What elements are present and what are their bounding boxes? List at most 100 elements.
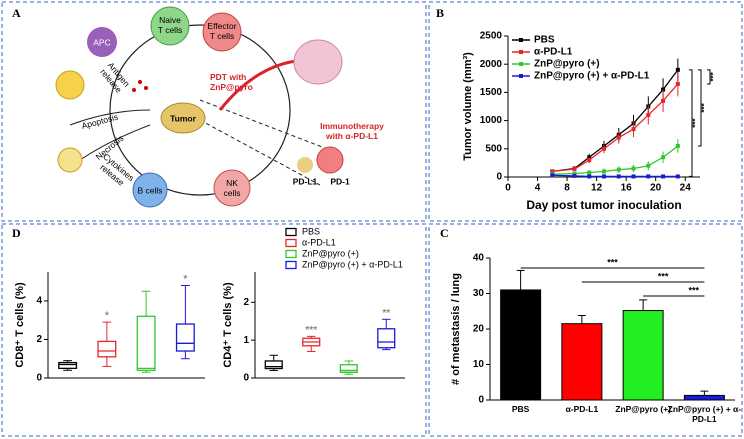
box — [58, 361, 78, 370]
line — [552, 83, 679, 173]
annotation: *** — [305, 325, 317, 336]
marker — [631, 166, 636, 171]
annotation: ** — [382, 308, 390, 319]
label-line: NK — [226, 178, 238, 188]
box — [136, 315, 156, 371]
y-axis-label: CD8⁺ T cells (%) — [14, 282, 26, 368]
antigen-dot — [132, 88, 136, 92]
legend-swatch — [285, 249, 297, 259]
arrow — [69, 109, 151, 126]
box — [264, 360, 283, 370]
box — [97, 340, 117, 358]
label: NK cells — [223, 178, 240, 198]
annotation: *** — [691, 118, 700, 128]
x-tick-label: 12 — [591, 183, 603, 194]
panel-label: B — [436, 6, 444, 20]
y-axis-label: CD4⁺ T cells (%) — [222, 282, 234, 368]
y-tick-label: 30 — [473, 288, 485, 299]
marker — [646, 163, 651, 168]
bracket — [698, 69, 702, 147]
y-tick-label: 1500 — [480, 87, 503, 98]
tumor-mass — [160, 102, 206, 134]
label-line: ZnP@pyro — [210, 82, 253, 92]
label-line: cells — [223, 188, 240, 198]
marker — [616, 135, 621, 140]
label: Immunotherapy with α-PD-L1 — [320, 121, 384, 141]
y-axis-label: Tumor volume (mm³) — [462, 52, 474, 161]
label: Apoptosis — [80, 112, 119, 131]
panel-border — [1, 1, 427, 222]
link — [199, 119, 321, 186]
bar — [561, 323, 603, 401]
antigen-dot — [144, 86, 148, 90]
y-tick-label: 40 — [473, 253, 485, 264]
link — [199, 99, 331, 151]
label: Antigenrelease — [98, 60, 132, 95]
label-line: Immunotherapy — [320, 121, 384, 131]
antigen-dot — [138, 80, 142, 84]
annotation: *** — [658, 271, 669, 281]
y-tick-label: 2500 — [480, 31, 503, 42]
annotation: *** — [688, 285, 699, 295]
effector-cell — [202, 12, 242, 52]
legend-label: PBS — [302, 226, 320, 236]
annotation: *** — [607, 257, 618, 267]
legend-marker — [519, 38, 523, 42]
x-tick-label: 24 — [680, 183, 692, 194]
bar — [683, 394, 725, 401]
x-tick-label: PBS — [511, 404, 530, 414]
legend-swatch — [285, 260, 297, 270]
legend-marker — [519, 74, 523, 78]
label-line: PDT with — [210, 72, 246, 82]
marker — [675, 143, 680, 148]
y-tick-label: 4 — [36, 296, 42, 307]
legend-swatch — [285, 238, 297, 248]
annotation: *** — [700, 102, 709, 112]
x-tick-label: α-PD-L1 — [565, 404, 599, 414]
label: APC — [93, 37, 110, 47]
panel-border — [1, 223, 427, 437]
box — [377, 328, 396, 349]
y-tick-label: 0 — [36, 373, 42, 384]
pd1-cell — [316, 146, 344, 174]
y-tick-label: 1000 — [480, 115, 503, 126]
y-tick-label: 2 — [36, 334, 42, 345]
marker — [675, 67, 680, 72]
marker — [602, 146, 606, 151]
label: PDT with ZnP@pyro — [210, 72, 253, 92]
y-tick-label: 2 — [243, 297, 249, 308]
marker — [587, 158, 592, 163]
marker — [587, 174, 592, 179]
y-tick-label: 0 — [496, 172, 502, 183]
x-tick-label: 0 — [505, 183, 511, 194]
marker — [550, 173, 555, 178]
x-tick-label: ZnP@pyro (+) — [615, 404, 671, 414]
b-cell — [132, 172, 168, 208]
legend-marker — [519, 50, 523, 54]
y-tick-label: 2000 — [480, 59, 503, 70]
marker — [587, 170, 592, 175]
y-tick-label: 0 — [478, 395, 484, 406]
bracket — [689, 69, 693, 177]
annotation: *** — [709, 71, 718, 81]
marker — [646, 174, 651, 179]
panel-label: C — [440, 226, 449, 240]
marker — [572, 173, 577, 178]
bar — [622, 310, 664, 401]
y-tick-label: 500 — [485, 143, 502, 154]
legend-swatch — [285, 227, 297, 237]
x-tick-label: 8 — [564, 183, 570, 194]
box — [339, 364, 358, 373]
label-line: T cells — [158, 25, 182, 35]
y-tick-label: 0 — [243, 373, 249, 384]
legend-label: α-PD-L1 — [302, 237, 336, 247]
diagram: Naive T cells Effector T cells APC Antigen… — [55, 6, 384, 208]
marker — [572, 171, 577, 176]
necrotic-cell — [57, 147, 83, 173]
apc-cell — [87, 27, 117, 57]
x-tick-label: 20 — [650, 183, 662, 194]
panel-border — [428, 1, 743, 222]
marker — [550, 169, 555, 174]
panel-label: A — [12, 6, 21, 20]
